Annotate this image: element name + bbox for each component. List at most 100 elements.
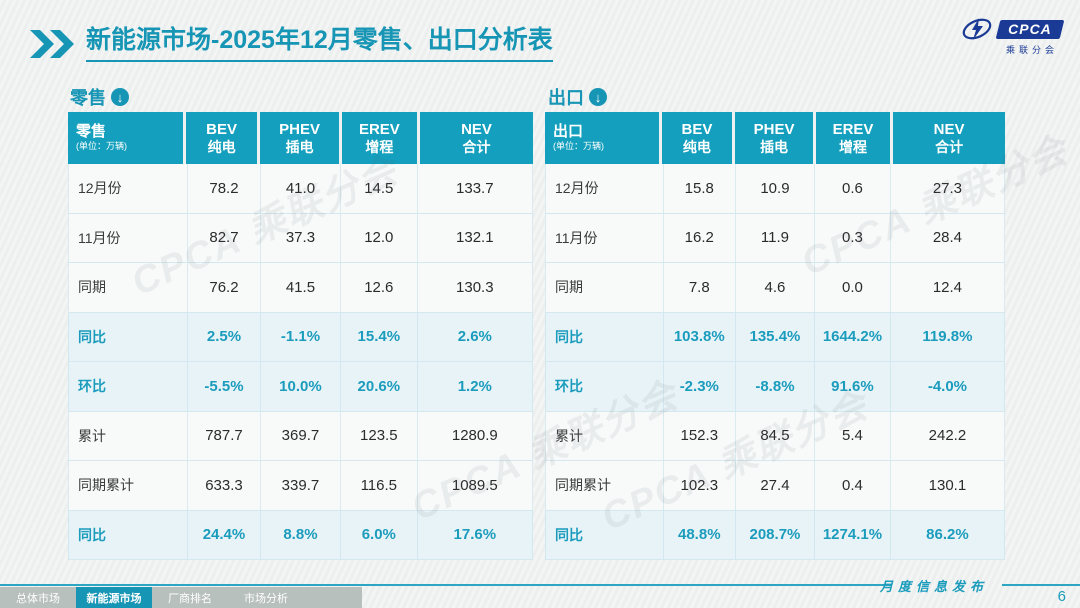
page-title-bold: 新能源市场: [86, 26, 212, 54]
table-row: 环比 -2.3% -8.8% 91.6% -4.0%: [545, 362, 1005, 412]
value-cell: 27.3: [891, 164, 1005, 213]
value-cell: 116.5: [341, 461, 418, 510]
value-cell: 132.1: [418, 213, 533, 262]
value-cell: 86.2%: [891, 510, 1005, 559]
value-cell: -8.8%: [736, 362, 815, 411]
value-cell: 0.0: [815, 263, 891, 312]
value-cell: -4.0%: [891, 362, 1005, 411]
value-cell: 5.4: [815, 411, 891, 460]
table-row: 11月份 82.7 37.3 12.0 132.1: [68, 213, 533, 263]
row-label: 同期: [545, 263, 664, 312]
value-cell: 82.7: [188, 213, 261, 262]
column-header-code: NEV: [933, 120, 965, 138]
value-cell: 78.2: [188, 164, 261, 213]
column-header-cn: 合计: [935, 138, 964, 155]
value-cell: 48.8%: [664, 510, 736, 559]
value-cell: 1.2%: [418, 362, 533, 411]
value-cell: 37.3: [261, 213, 341, 262]
retail-table: 零售 (单位：万辆) BEV 纯电 PHEV 插电 EREV 增程 NEV 合计 12月份 78.2 4…: [68, 112, 533, 560]
value-cell: 41.0: [261, 164, 341, 213]
column-header-cn: 合计: [462, 138, 491, 155]
value-cell: 17.6%: [418, 510, 533, 559]
nav-tab-厂商排名[interactable]: 厂商排名: [168, 592, 212, 605]
nav-tab-市场分析[interactable]: 市场分析: [244, 592, 288, 605]
cpca-swoosh-icon: [963, 18, 992, 40]
row-label: 累计: [545, 411, 664, 460]
row-label: 12月份: [68, 164, 188, 213]
footer-rule-right: [1002, 584, 1080, 586]
cpca-logo: CPCA 乘联分会: [952, 16, 1065, 56]
value-cell: 2.6%: [418, 312, 533, 361]
down-arrow-icon: ↓: [589, 88, 607, 106]
value-cell: 20.6%: [341, 362, 418, 411]
table-row: 同期累计 633.3 339.7 116.5 1089.5: [68, 461, 533, 511]
row-label: 12月份: [545, 164, 664, 213]
value-cell: 242.2: [891, 411, 1005, 460]
column-header-code: BEV: [681, 120, 713, 138]
bottom-nav-tabs: 总体市场 新能源市场 厂商排名 市场分析: [0, 587, 362, 608]
column-header-phev: PHEV 插电: [735, 112, 816, 164]
table-row: 累计 787.7 369.7 123.5 1280.9: [68, 411, 533, 461]
value-cell: 12.4: [891, 263, 1005, 312]
value-cell: 1089.5: [418, 461, 533, 510]
column-header-cn: 增程: [365, 138, 394, 155]
row-label: 同比: [545, 510, 664, 559]
value-cell: 208.7%: [736, 510, 815, 559]
value-cell: 1280.9: [418, 411, 533, 460]
table-unit-label: (单位：万辆): [553, 141, 604, 152]
value-cell: 0.3: [815, 213, 891, 262]
table-row: 同期累计 102.3 27.4 0.4 130.1: [545, 461, 1005, 511]
table-corner-cell: 零售 (单位：万辆): [68, 112, 186, 164]
retail-section-label: 零售 ↓: [70, 84, 129, 110]
row-label: 同期累计: [545, 461, 664, 510]
row-label: 累计: [68, 411, 188, 460]
value-cell: 12.0: [341, 213, 418, 262]
table-row: 环比 -5.5% 10.0% 20.6% 1.2%: [68, 362, 533, 412]
value-cell: -1.1%: [261, 312, 341, 361]
value-cell: 6.0%: [341, 510, 418, 559]
cpca-logo-text: CPCA: [1008, 20, 1053, 37]
value-cell: 339.7: [261, 461, 341, 510]
value-cell: 1274.1%: [815, 510, 891, 559]
value-cell: 27.4: [736, 461, 815, 510]
column-header-code: BEV: [206, 120, 238, 138]
double-chevron-icon: [30, 30, 74, 58]
page-title-rest: -2025年12月零售、出口分析表: [211, 26, 553, 54]
value-cell: 787.7: [188, 411, 261, 460]
value-cell: 102.3: [664, 461, 736, 510]
column-header-code: EREV: [358, 120, 400, 138]
footer-ribbon-text: 月度信息发布: [879, 579, 988, 594]
row-label: 同比: [545, 312, 664, 361]
table-row: 12月份 15.8 10.9 0.6 27.3: [545, 164, 1005, 214]
value-cell: 41.5: [261, 263, 341, 312]
column-header-erev: EREV 增程: [341, 112, 420, 164]
nav-tab-总体市场[interactable]: 总体市场: [16, 592, 60, 605]
table-corner-label: 零售: [76, 123, 107, 141]
table-row: 同期 7.8 4.6 0.0 12.4: [545, 263, 1005, 313]
value-cell: 16.2: [664, 213, 736, 262]
value-cell: -2.3%: [664, 362, 736, 411]
table-corner-cell: 出口 (单位：万辆): [545, 112, 662, 164]
row-label: 同期累计: [68, 461, 188, 510]
table-corner-label: 出口: [553, 123, 584, 141]
value-cell: 2.5%: [188, 312, 261, 361]
column-header-code: PHEV: [279, 120, 320, 138]
column-header-cn: 插电: [760, 138, 789, 155]
column-header-code: EREV: [832, 120, 874, 138]
value-cell: 11.9: [736, 213, 815, 262]
cpca-logo-box: CPCA: [995, 19, 1065, 39]
column-header-nev: NEV 合计: [419, 112, 533, 164]
table-row: 同比 103.8% 135.4% 1644.2% 119.8%: [545, 312, 1005, 362]
nav-tab-新能源市场[interactable]: 新能源市场: [76, 587, 152, 608]
value-cell: 119.8%: [891, 312, 1005, 361]
table-header-row: 出口 (单位：万辆) BEV 纯电 PHEV 插电 EREV 增程 NEV 合计: [545, 112, 1005, 164]
table-row: 11月份 16.2 11.9 0.3 28.4: [545, 213, 1005, 263]
page-number: 6: [1057, 588, 1066, 605]
value-cell: 76.2: [188, 263, 261, 312]
value-cell: 15.4%: [341, 312, 418, 361]
value-cell: 10.9: [736, 164, 815, 213]
value-cell: 91.6%: [815, 362, 891, 411]
column-header-nev: NEV 合计: [893, 112, 1005, 164]
column-header-code: PHEV: [753, 120, 795, 138]
value-cell: 7.8: [664, 263, 736, 312]
